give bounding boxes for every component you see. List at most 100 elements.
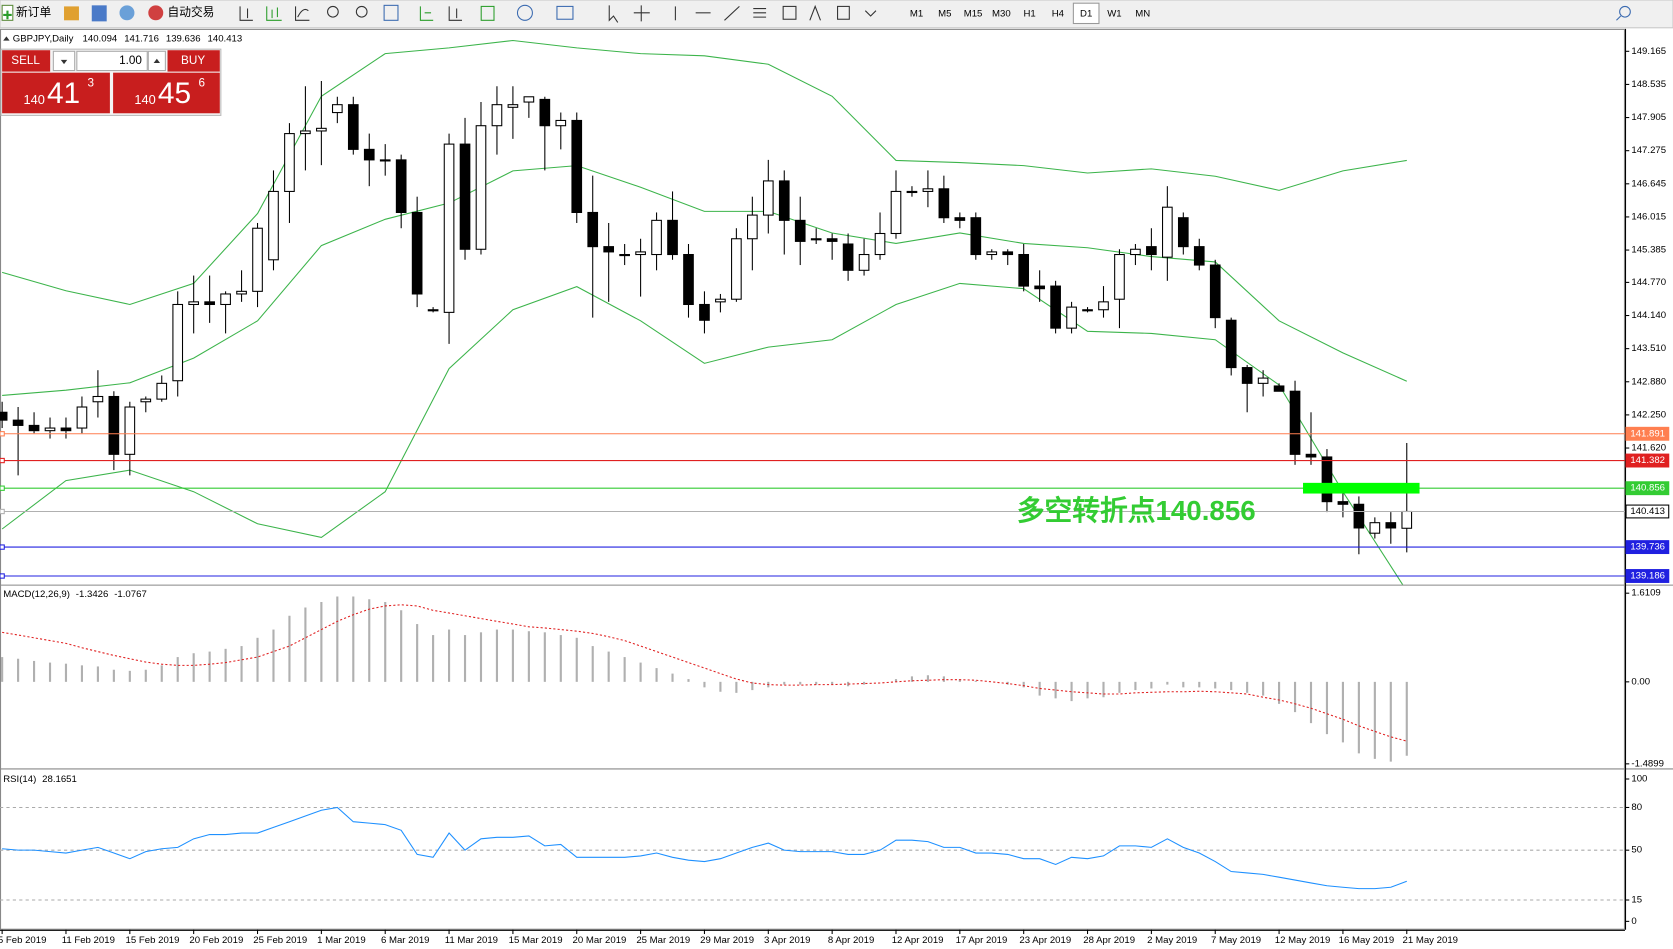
icon	[119, 5, 135, 21]
candle-body	[1034, 285, 1045, 290]
candle-body	[1114, 253, 1125, 300]
timeframe-button[interactable]: D1	[1072, 2, 1100, 25]
icon	[556, 5, 574, 20]
timeframe-button[interactable]: W1	[1107, 8, 1121, 19]
candle-body	[1289, 390, 1301, 455]
timeframe-label: M30	[992, 8, 1011, 19]
timeframe-button[interactable]: MN	[1135, 8, 1150, 19]
candle-body	[938, 188, 950, 219]
candle-body	[683, 253, 694, 306]
candle-body	[810, 238, 822, 241]
rsi-header: RSI(14) 28.1651	[3, 774, 77, 785]
level-label-bg	[1625, 453, 1670, 468]
annotation: 多空转折点140.856	[1017, 495, 1256, 526]
icon	[516, 4, 533, 21]
symbol-title: GBPJPY,Daily	[13, 33, 74, 44]
candle-body	[60, 427, 72, 432]
toolbar-auto-trading[interactable]: 自动交易	[148, 5, 214, 21]
x-tick-label: 20 Feb 2019	[189, 935, 243, 946]
y-tick-label: 80	[1631, 802, 1642, 813]
candle-body	[44, 427, 56, 432]
sell-price[interactable]: 140 41 3	[2, 72, 110, 114]
timeframe-button[interactable]: M15	[964, 8, 983, 19]
toolbar-icons[interactable]	[64, 5, 135, 22]
candle-body	[28, 424, 40, 432]
candle-body	[874, 232, 886, 256]
rsi-line	[2, 806, 1407, 890]
x-tick-label: 15 Feb 2019	[126, 935, 180, 946]
candle-body	[1225, 319, 1237, 369]
timeframe-button[interactable]: M1	[910, 8, 923, 19]
timeframe-button[interactable]: M30	[992, 8, 1011, 19]
header-value: 141.716	[124, 33, 159, 44]
candle-body	[747, 214, 758, 240]
buy-label: BUY	[181, 54, 205, 67]
x-tick-label: 5 Feb 2019	[0, 935, 46, 946]
y-tick-label: 141.620	[1631, 443, 1666, 454]
candle-body	[667, 219, 678, 256]
toolbar-new-order[interactable]: 新订单	[1, 4, 51, 21]
candle-body	[1337, 501, 1349, 505]
candle-body	[172, 303, 184, 382]
candle-body	[1273, 385, 1285, 392]
candle-body	[986, 251, 998, 256]
level-label-bg	[1625, 540, 1670, 555]
chart-header: GBPJPY,Daily 140.094 141.716 139.636 140…	[13, 33, 242, 44]
timeframe-button[interactable]: H1	[1023, 8, 1035, 19]
buy-button[interactable]: BUY	[167, 50, 220, 72]
icon	[782, 5, 797, 20]
candle-body	[778, 180, 790, 221]
price-panel	[0, 39, 1625, 585]
y-tick-label: 0	[1631, 916, 1636, 927]
buy-price[interactable]: 140 45 6	[113, 72, 220, 114]
y-tick-label: 146.645	[1631, 178, 1666, 189]
candle-body	[1385, 522, 1397, 529]
candle-body	[363, 148, 375, 161]
candle-body	[1098, 301, 1109, 311]
price-plot	[0, 39, 1413, 585]
candle-body	[252, 227, 263, 292]
candle-body	[571, 119, 583, 213]
sell-button[interactable]: SELL	[2, 50, 51, 72]
price-big: 41	[47, 77, 80, 110]
candle-body	[954, 217, 966, 221]
rsi-title: RSI(14)	[3, 774, 36, 785]
y-tick-label: 144.140	[1631, 310, 1666, 321]
lot-up[interactable]	[147, 50, 166, 72]
level-marker	[0, 508, 5, 515]
icon	[724, 6, 740, 21]
candle-body	[331, 104, 343, 114]
candle-body	[1241, 367, 1253, 384]
bollinger-middle	[2, 165, 1408, 396]
timeframe-button[interactable]: M5	[938, 8, 951, 19]
timeframe-label: D1	[1080, 8, 1092, 19]
candle-body	[970, 217, 982, 256]
x-tick-label: 11 Feb 2019	[62, 935, 115, 946]
price-sup: 6	[198, 76, 205, 89]
new-order-label: 新订单	[16, 5, 51, 19]
y-tick-label: 144.770	[1631, 277, 1666, 288]
header-value: 28.1651	[42, 774, 77, 785]
candle-body	[12, 419, 24, 426]
candle-body	[587, 211, 599, 248]
macd-header: MACD(12,26,9) -1.3426 -1.0767	[3, 589, 147, 600]
candle-body	[858, 253, 870, 271]
search[interactable]	[1616, 5, 1631, 21]
timeframe-button[interactable]: H4	[1052, 8, 1065, 19]
level-label-bg	[1625, 481, 1670, 496]
lot-value: 1.00	[119, 54, 142, 67]
lot-input[interactable]: 1.00	[76, 50, 148, 72]
icon	[480, 5, 495, 21]
timeframe-label: M15	[964, 8, 983, 19]
icon	[239, 6, 253, 21]
candle-body	[1305, 453, 1317, 458]
candle-body	[124, 406, 136, 455]
lot-down[interactable]	[52, 50, 76, 72]
candle-body	[794, 219, 806, 242]
order-panel: SELL 1.00 BUY 140 41 3 140 45 6	[0, 48, 222, 116]
toolbar-tools[interactable]	[239, 4, 877, 23]
candle-body	[188, 301, 200, 306]
candle-body	[411, 211, 423, 295]
icon	[448, 6, 462, 21]
candle-body	[651, 219, 662, 256]
